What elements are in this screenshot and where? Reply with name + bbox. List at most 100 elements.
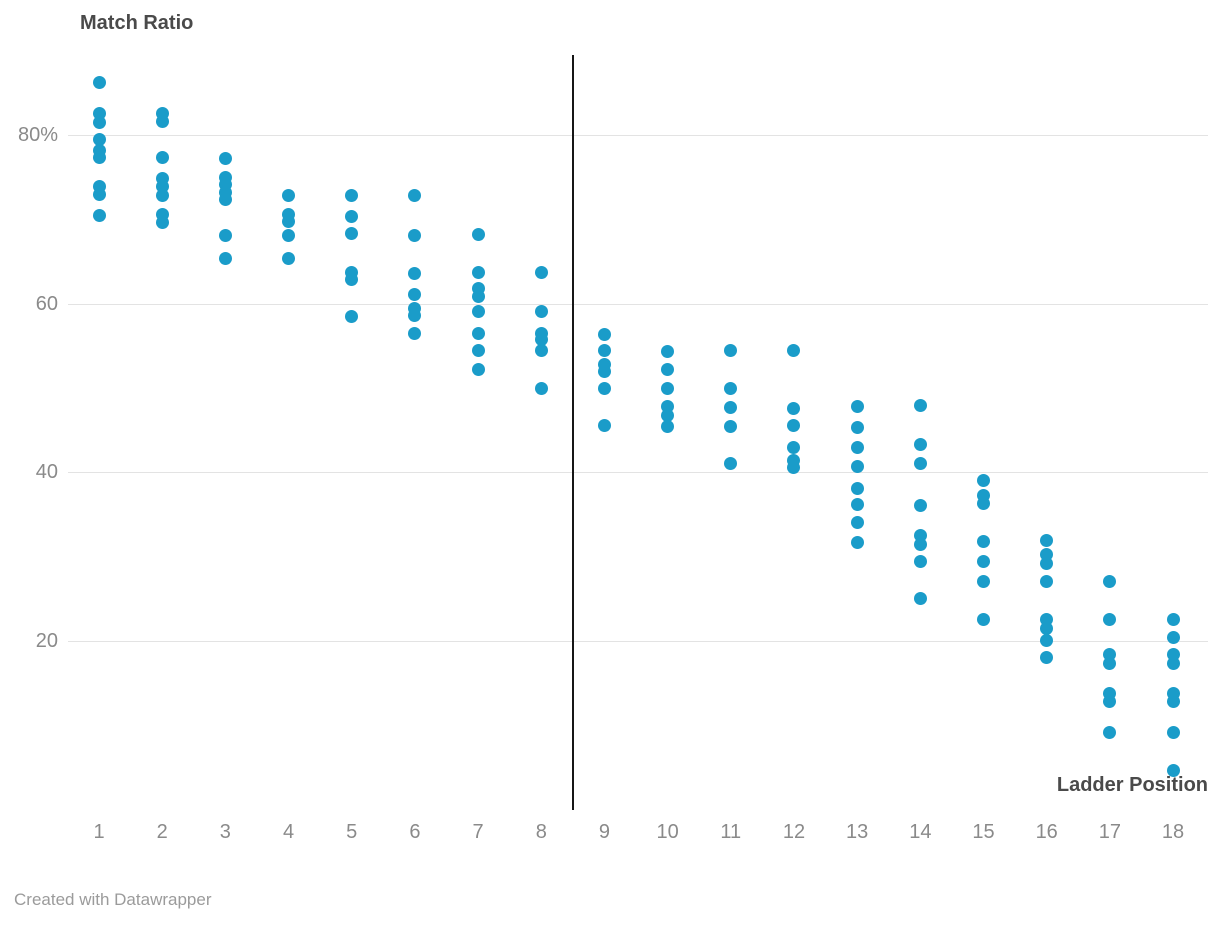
data-point[interactable] [787, 460, 801, 474]
data-point[interactable] [597, 381, 611, 395]
data-point[interactable] [1166, 657, 1180, 671]
data-point[interactable] [724, 382, 738, 396]
data-point[interactable] [850, 535, 864, 549]
data-point[interactable] [92, 209, 106, 223]
data-point[interactable] [1166, 613, 1180, 627]
data-point[interactable] [661, 420, 675, 434]
data-point[interactable] [345, 210, 359, 224]
data-point[interactable] [1166, 695, 1180, 709]
data-point[interactable] [218, 228, 232, 242]
data-point[interactable] [1040, 633, 1054, 647]
data-point[interactable] [787, 440, 801, 454]
data-point[interactable] [850, 421, 864, 435]
data-point[interactable] [218, 192, 232, 206]
data-point[interactable] [597, 364, 611, 378]
data-point[interactable] [913, 498, 927, 512]
data-point[interactable] [345, 227, 359, 241]
data-point[interactable] [1040, 556, 1054, 570]
data-point[interactable] [597, 419, 611, 433]
data-point[interactable] [282, 228, 296, 242]
data-point[interactable] [345, 309, 359, 323]
data-point[interactable] [1166, 631, 1180, 645]
data-point[interactable] [282, 189, 296, 203]
data-point[interactable] [661, 362, 675, 376]
data-point[interactable] [471, 343, 485, 357]
data-point[interactable] [1166, 726, 1180, 740]
data-point[interactable] [534, 265, 548, 279]
data-point[interactable] [218, 152, 232, 166]
data-point[interactable] [724, 343, 738, 357]
data-point[interactable] [977, 474, 991, 488]
data-point[interactable] [471, 304, 485, 318]
data-point[interactable] [977, 613, 991, 627]
datawrapper-attribution-link[interactable]: Created with Datawrapper [14, 890, 212, 909]
data-point[interactable] [597, 327, 611, 341]
data-point[interactable] [408, 189, 422, 203]
data-point[interactable] [471, 265, 485, 279]
data-point[interactable] [92, 151, 106, 165]
data-point[interactable] [1103, 657, 1117, 671]
data-point[interactable] [724, 400, 738, 414]
data-point[interactable] [534, 304, 548, 318]
data-point[interactable] [155, 151, 169, 165]
data-point[interactable] [850, 516, 864, 530]
data-point[interactable] [597, 343, 611, 357]
data-point[interactable] [408, 326, 422, 340]
data-point[interactable] [345, 272, 359, 286]
data-point[interactable] [155, 115, 169, 128]
data-point[interactable] [155, 189, 169, 203]
data-point[interactable] [850, 459, 864, 473]
data-point[interactable] [913, 457, 927, 471]
data-point[interactable] [977, 534, 991, 548]
data-point[interactable] [92, 76, 106, 90]
data-point[interactable] [850, 400, 864, 414]
data-point[interactable] [471, 289, 485, 303]
data-point[interactable] [408, 266, 422, 280]
data-point[interactable] [92, 115, 106, 129]
data-point[interactable] [977, 497, 991, 511]
data-point[interactable] [155, 216, 169, 230]
data-point[interactable] [1040, 575, 1054, 589]
data-point[interactable] [1103, 726, 1117, 740]
data-point[interactable] [471, 326, 485, 340]
data-point[interactable] [850, 440, 864, 454]
data-point[interactable] [850, 497, 864, 511]
data-point[interactable] [1166, 763, 1180, 777]
data-point[interactable] [724, 457, 738, 471]
data-point[interactable] [471, 228, 485, 241]
data-point[interactable] [661, 345, 675, 359]
data-point[interactable] [787, 401, 801, 415]
data-point[interactable] [661, 381, 675, 395]
data-point[interactable] [1040, 651, 1054, 665]
data-point[interactable] [977, 555, 991, 569]
data-point[interactable] [850, 481, 864, 495]
data-point[interactable] [92, 132, 106, 146]
data-point[interactable] [724, 420, 738, 434]
data-point[interactable] [408, 308, 422, 322]
data-point[interactable] [1103, 574, 1117, 588]
data-point[interactable] [1103, 695, 1117, 709]
data-point[interactable] [1103, 613, 1117, 627]
data-point[interactable] [408, 287, 422, 301]
data-point[interactable] [913, 555, 927, 569]
data-point[interactable] [977, 575, 991, 589]
data-point[interactable] [1040, 534, 1054, 548]
data-point[interactable] [1040, 621, 1054, 635]
data-point[interactable] [787, 343, 801, 357]
data-point[interactable] [471, 362, 485, 376]
data-point[interactable] [218, 251, 232, 265]
data-point[interactable] [408, 228, 422, 242]
data-point[interactable] [661, 409, 675, 423]
data-point[interactable] [913, 592, 927, 606]
data-point[interactable] [913, 537, 927, 551]
data-point[interactable] [282, 214, 296, 228]
data-point[interactable] [913, 438, 927, 451]
data-point[interactable] [282, 252, 296, 266]
data-point[interactable] [534, 381, 548, 395]
data-point[interactable] [534, 343, 548, 357]
data-point[interactable] [345, 189, 359, 203]
data-point[interactable] [787, 419, 801, 433]
data-point[interactable] [92, 188, 106, 202]
data-point[interactable] [534, 333, 548, 347]
data-point[interactable] [913, 399, 927, 413]
